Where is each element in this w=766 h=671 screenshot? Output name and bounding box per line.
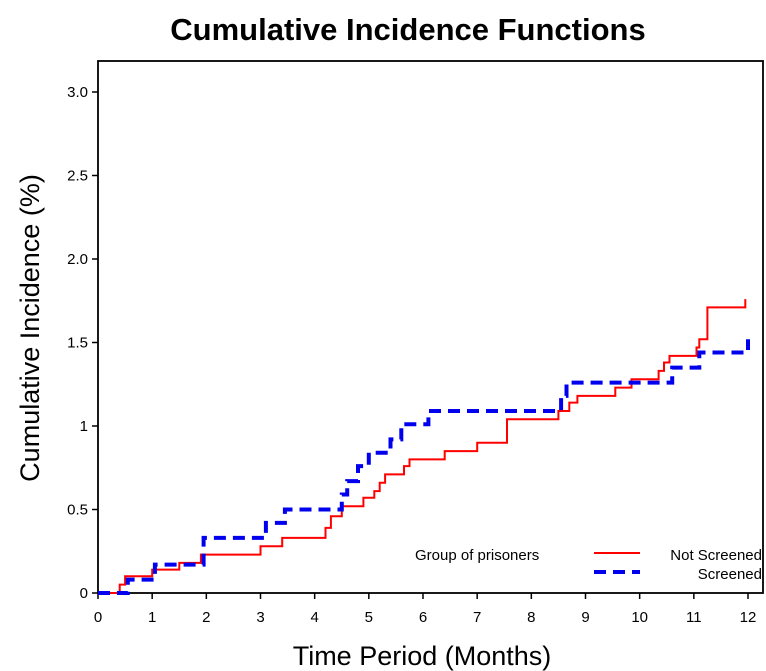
- x-tick-label: 1: [148, 609, 156, 626]
- y-tick-label: 1: [80, 418, 88, 435]
- x-tick-label: 4: [310, 609, 318, 626]
- x-tick-label: 0: [94, 609, 102, 626]
- legend-label-screened: Screened: [698, 566, 762, 583]
- y-axis-ticks: 0 0.5 1 1.5 2.0 2.5 3.0: [67, 84, 98, 602]
- y-tick-label: 0: [80, 585, 88, 602]
- y-axis-title: Cumulative Incidence (%): [15, 174, 45, 482]
- y-tick-label: 3.0: [67, 84, 88, 101]
- series-line-screened: [98, 339, 750, 595]
- y-tick-label: 1.5: [67, 335, 88, 352]
- x-tick-label: 2: [202, 609, 210, 626]
- x-tick-label: 10: [631, 609, 648, 626]
- series-layer: [98, 299, 750, 595]
- x-axis-ticks: 0 1 2 3 4 5 6 7 8 9 10 11 12: [94, 593, 757, 626]
- x-tick-label: 12: [740, 609, 757, 626]
- plot-frame: [97, 60, 764, 594]
- chart-title: Cumulative Incidence Functions: [170, 12, 645, 47]
- x-tick-label: 6: [419, 609, 427, 626]
- y-tick-label: 2.0: [67, 251, 88, 268]
- x-tick-label: 3: [256, 609, 264, 626]
- x-tick-label: 9: [581, 609, 589, 626]
- x-tick-label: 7: [473, 609, 481, 626]
- x-axis-title: Time Period (Months): [293, 641, 552, 671]
- y-tick-label: 2.5: [67, 168, 88, 185]
- x-tick-label: 11: [686, 609, 702, 626]
- series-line-not-screened: [98, 299, 747, 594]
- x-tick-label: 5: [365, 609, 373, 626]
- legend: Group of prisoners Not Screened Screened: [415, 547, 762, 583]
- legend-title: Group of prisoners: [415, 547, 539, 564]
- y-tick-label: 0.5: [67, 502, 88, 519]
- x-tick-label: 8: [527, 609, 535, 626]
- legend-label-not-screened: Not Screened: [670, 547, 762, 564]
